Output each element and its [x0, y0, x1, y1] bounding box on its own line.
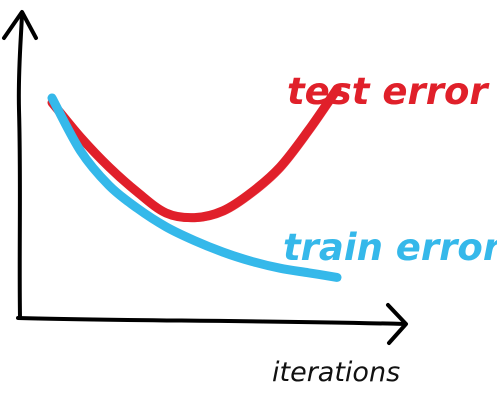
label-layer: iterations test error train error [272, 70, 497, 388]
axes [2, 10, 408, 345]
series-stroke-train-error [51, 97, 341, 282]
series-stroke-test-error [51, 88, 341, 223]
series-label-test-error: test error [287, 70, 490, 113]
y-axis-arrowhead [2, 10, 38, 40]
series-label-train-error: train error [283, 226, 497, 269]
series-layer [47, 84, 342, 282]
x-axis-label: iterations [272, 357, 400, 388]
x-axis-arrowhead [386, 303, 408, 345]
y-axis-line [16, 12, 24, 320]
x-axis-line [16, 316, 407, 326]
